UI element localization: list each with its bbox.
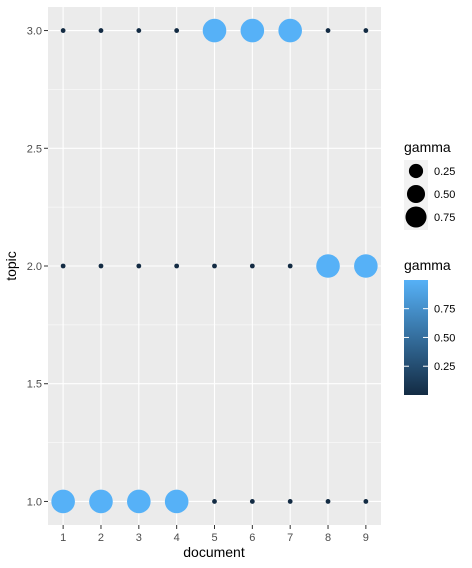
x-tick-label: 3	[136, 532, 142, 544]
y-tick-label: 1.0	[27, 496, 42, 508]
color-legend: gamma 0.75 0.50 0.25	[404, 257, 455, 395]
data-point	[212, 263, 217, 269]
color-legend-label: 0.75	[434, 304, 455, 316]
x-tick-label: 7	[287, 532, 293, 544]
y-tick-label: 2.0	[27, 261, 42, 273]
data-point	[98, 28, 104, 33]
size-legend-key	[408, 163, 424, 179]
data-point	[325, 499, 331, 504]
data-point	[363, 28, 369, 33]
x-tick-label: 6	[249, 532, 255, 544]
x-tick-label: 4	[174, 532, 180, 544]
data-point	[316, 254, 340, 278]
size-legend-key	[406, 184, 426, 204]
size-legend-label: 0.25	[434, 166, 455, 178]
axes: 1.0 1.5 2.0 2.5 3.0 1 2 3 4 5 6 7 8 9	[27, 26, 369, 544]
data-point	[136, 263, 142, 269]
data-point	[354, 254, 378, 278]
data-point	[60, 263, 66, 269]
color-legend-title: gamma	[404, 257, 451, 273]
x-axis-title: document	[183, 544, 245, 560]
x-tick-label: 5	[211, 532, 217, 544]
data-point	[136, 28, 142, 33]
y-axis-title: topic	[3, 251, 19, 281]
data-point	[89, 489, 113, 514]
data-point	[240, 18, 265, 43]
y-tick-label: 3.0	[27, 26, 42, 38]
x-tick-label: 2	[98, 532, 104, 544]
data-point	[287, 499, 293, 504]
y-tick-label: 2.5	[27, 143, 42, 155]
data-point	[249, 263, 255, 269]
size-legend-title: gamma	[404, 139, 451, 155]
data-point	[127, 489, 151, 514]
color-legend-label: 0.50	[434, 332, 455, 344]
color-legend-label: 0.25	[434, 361, 455, 373]
size-legend: gamma 0.25 0.50 0.75	[404, 139, 455, 230]
size-legend-label: 0.75	[434, 212, 455, 224]
data-points	[51, 18, 378, 514]
data-point	[60, 28, 66, 33]
data-point	[363, 499, 369, 504]
data-point	[212, 499, 217, 504]
data-point	[98, 263, 104, 269]
data-point	[51, 489, 75, 514]
x-tick-label: 9	[363, 532, 369, 544]
data-point	[278, 18, 302, 43]
data-point	[287, 263, 293, 269]
y-tick-label: 1.5	[27, 379, 42, 391]
data-point	[202, 18, 227, 43]
size-legend-label: 0.50	[434, 189, 455, 201]
size-legend-key	[405, 206, 427, 228]
data-point	[325, 28, 331, 33]
data-point	[174, 28, 180, 33]
x-tick-label: 1	[60, 532, 66, 544]
data-point	[249, 499, 255, 504]
data-point	[174, 263, 180, 269]
data-point	[164, 489, 189, 514]
x-tick-label: 8	[325, 532, 331, 544]
